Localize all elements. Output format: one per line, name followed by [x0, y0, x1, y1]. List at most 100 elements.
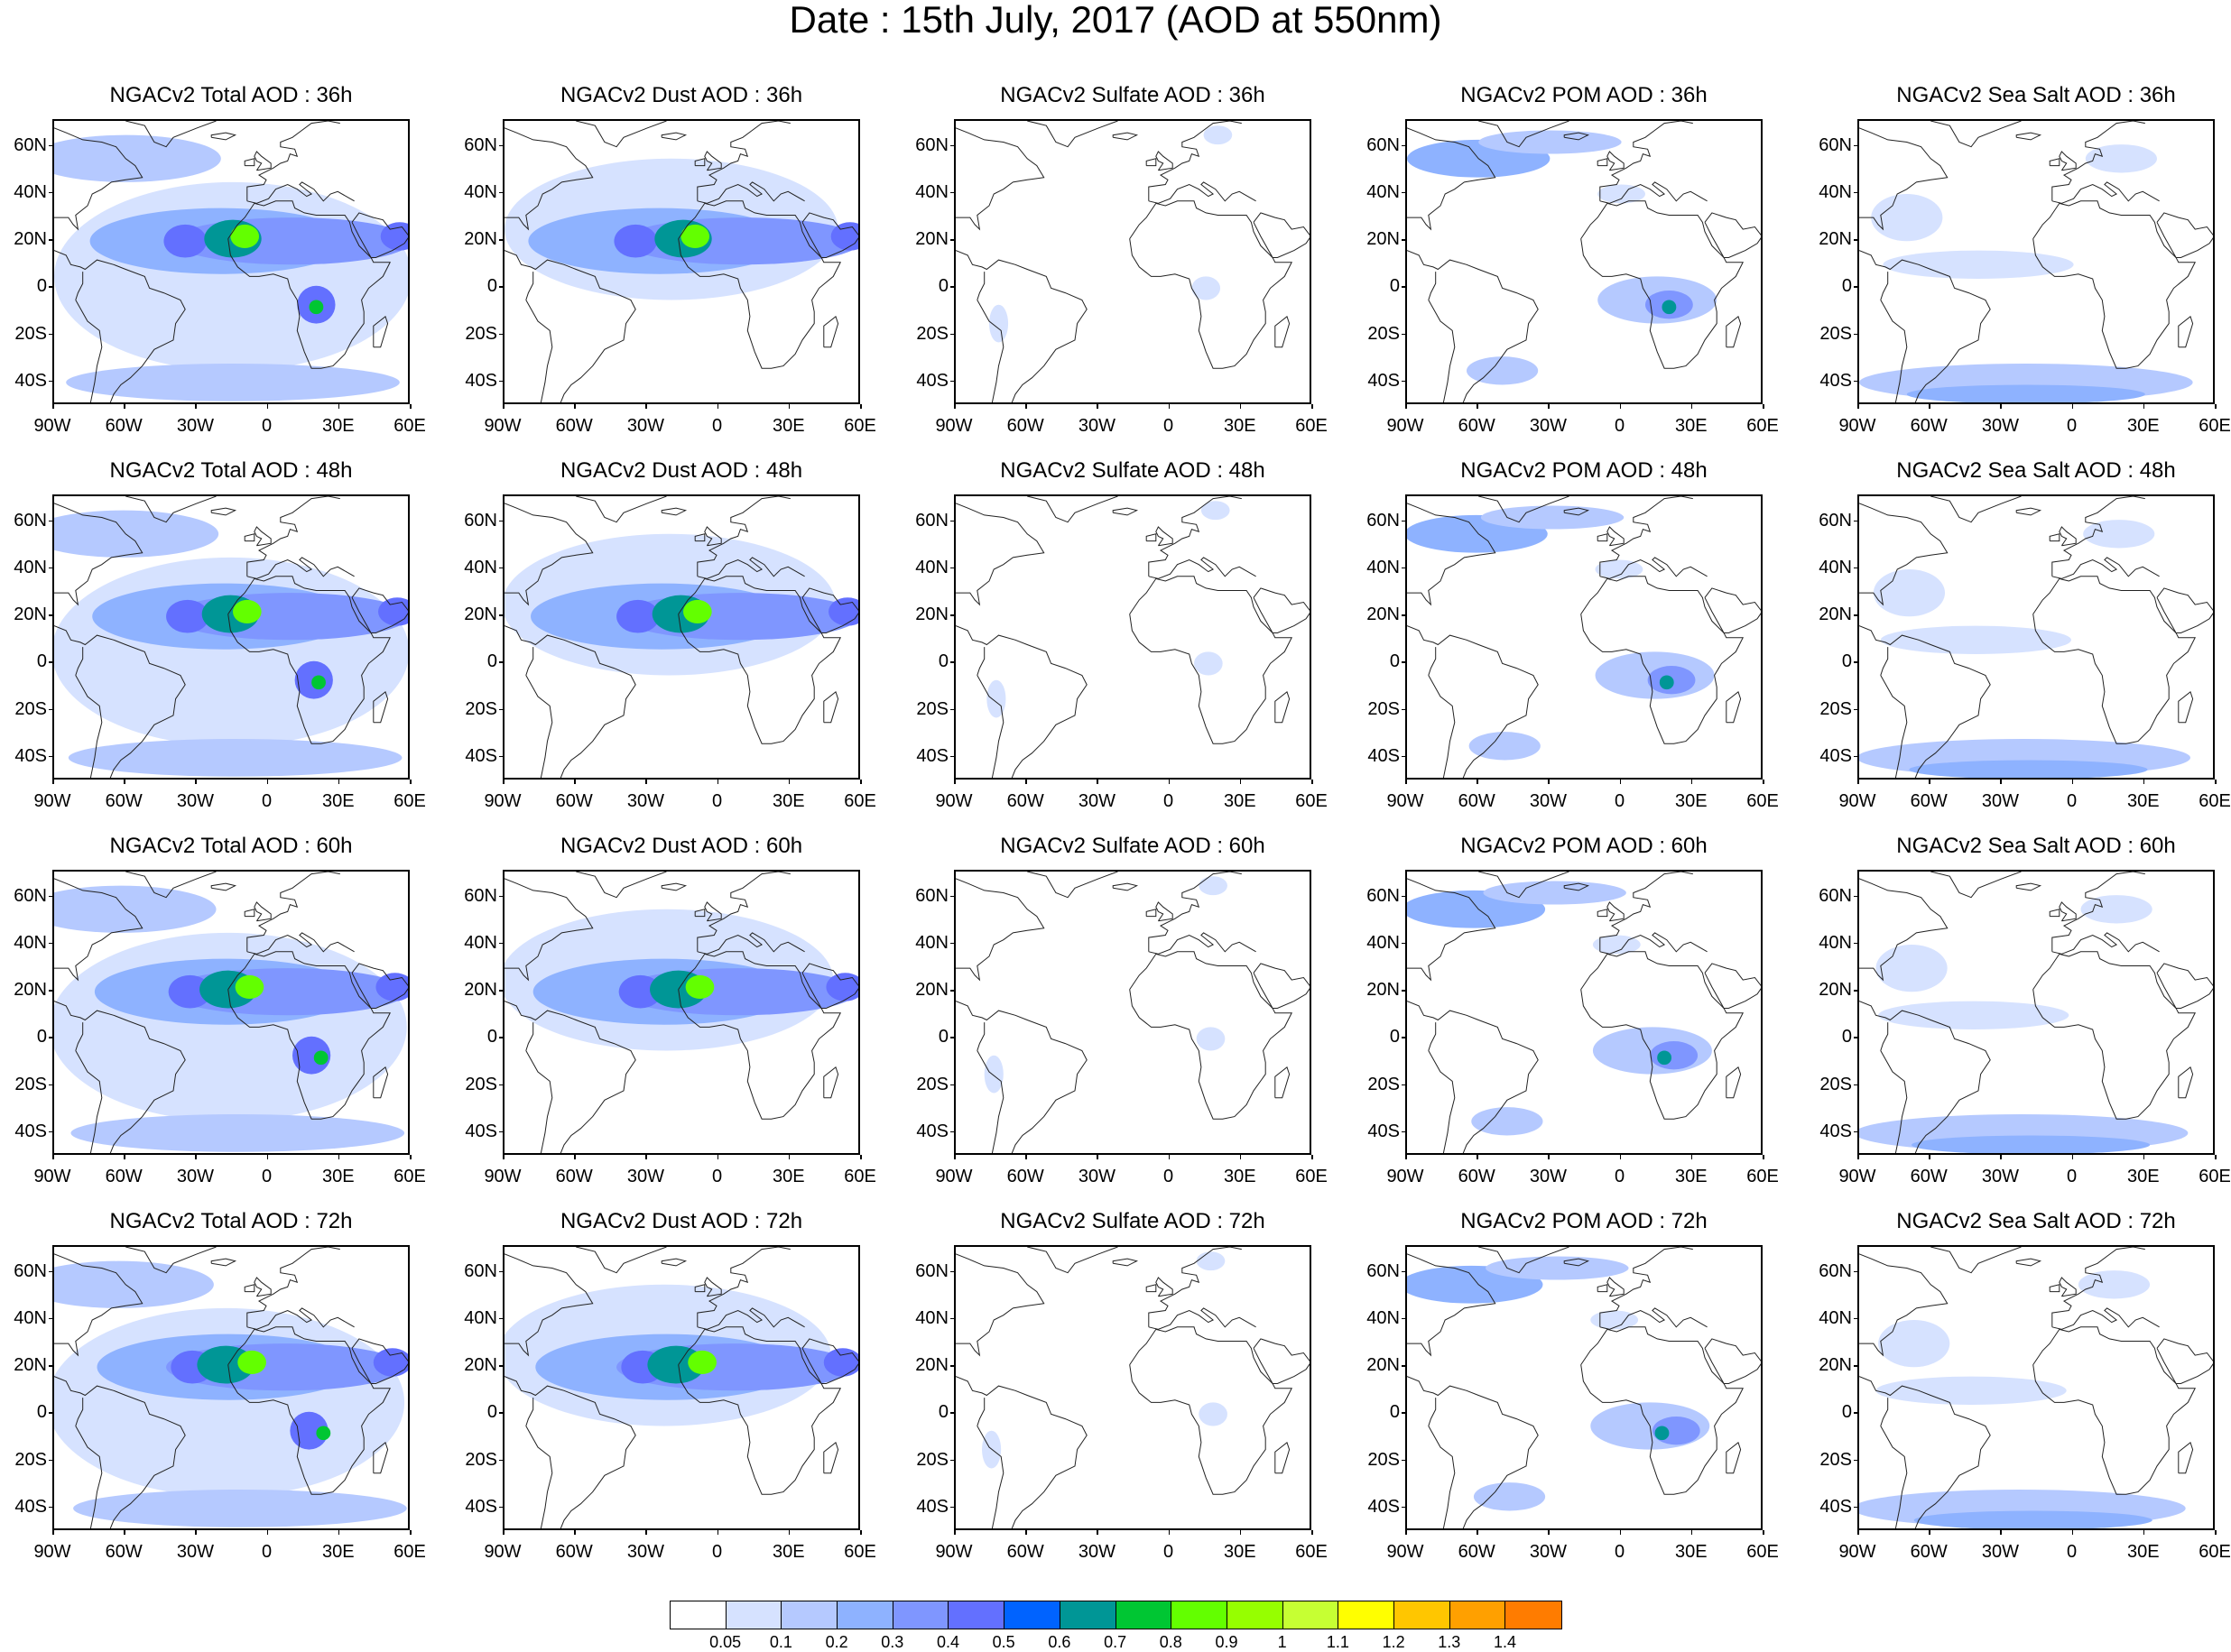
coastline	[227, 1326, 392, 1495]
lat-tick-label: 20N	[464, 605, 497, 625]
coastline	[505, 878, 594, 982]
lon-tick	[1405, 404, 1407, 409]
coastline	[525, 272, 534, 300]
lat-tick-label: 20S	[14, 1449, 47, 1470]
aod-contour	[1875, 944, 1948, 992]
map-area	[52, 494, 410, 780]
lon-tick-label: 60W	[1910, 1167, 1948, 1186]
coastline	[525, 1050, 553, 1153]
coastline	[1428, 1022, 1437, 1051]
lat-tick	[1854, 567, 1857, 569]
coastline	[525, 1426, 553, 1528]
coastline	[801, 587, 858, 633]
lon-tick	[2215, 780, 2217, 784]
lat-tick	[49, 755, 52, 758]
coastline	[1599, 557, 1708, 579]
lon-tick-label: 30W	[626, 416, 664, 436]
panel-title: NGACv2 Sulfate AOD : 72h	[1000, 1209, 1265, 1233]
lon-tick-label: 30W	[1529, 1167, 1567, 1186]
lat-tick	[1854, 755, 1857, 758]
lat-tick	[1402, 895, 1405, 898]
panel-title: NGACv2 Total AOD : 72h	[109, 1209, 353, 1233]
lon-tick	[574, 1530, 576, 1535]
coastline	[75, 675, 103, 778]
coastline	[678, 576, 842, 744]
lat-tick	[1402, 708, 1405, 711]
coastline	[244, 909, 255, 918]
aod-contour	[378, 597, 408, 626]
map-canvas	[1859, 1247, 2213, 1528]
coastline	[505, 250, 636, 402]
panel-title: NGACv2 Sulfate AOD : 36h	[1000, 83, 1265, 107]
lon-tick	[338, 1530, 340, 1535]
coastline	[1145, 533, 1157, 542]
coastline	[956, 127, 1045, 231]
coastline	[2032, 1326, 2197, 1495]
coastline	[1704, 212, 1761, 258]
coastline	[125, 496, 217, 523]
aod-contour	[237, 1350, 266, 1375]
lat-tick	[49, 1131, 52, 1133]
coastline	[704, 1277, 722, 1297]
lat-tick	[499, 1459, 503, 1462]
coastline	[956, 250, 1088, 402]
coastline	[2049, 533, 2060, 542]
lon-tick-label: 60E	[393, 1167, 426, 1186]
lon-tick	[52, 780, 54, 784]
colorbar-swatch	[1227, 1601, 1283, 1629]
map-canvas	[956, 872, 1310, 1153]
coastline	[1597, 909, 1608, 918]
coastline	[1027, 121, 1118, 148]
coastline	[2051, 1247, 2145, 1327]
coastline	[2178, 1066, 2194, 1099]
coastline	[956, 1001, 1088, 1153]
aod-contour	[1478, 130, 1622, 154]
lat-tick-label: 0	[486, 651, 497, 672]
lat-tick-label: 60N	[1819, 134, 1852, 155]
coastline	[2051, 181, 2160, 204]
lat-tick	[950, 333, 954, 336]
lat-tick-label: 60N	[1366, 1260, 1400, 1281]
coastline	[1112, 882, 1139, 891]
coastline	[956, 625, 1088, 778]
lon-tick-label: 60E	[1295, 1167, 1328, 1186]
aod-contour	[375, 973, 408, 1001]
aod-contour	[823, 1348, 858, 1377]
coastline	[75, 1426, 103, 1528]
lat-tick	[499, 520, 503, 522]
aod-contour	[230, 224, 260, 249]
lon-tick-label: 90W	[484, 416, 522, 436]
lon-tick-label: 60E	[1295, 791, 1328, 811]
lat-tick-label: 20N	[14, 1355, 47, 1376]
lat-tick-label: 40S	[1819, 1496, 1852, 1517]
lon-tick	[1477, 1530, 1478, 1535]
lat-tick	[49, 567, 52, 569]
aod-contour	[680, 224, 710, 249]
lat-tick-label: 40S	[1367, 370, 1400, 391]
lat-tick-label: 40S	[465, 370, 497, 391]
panel-title: NGACv2 Dust AOD : 72h	[560, 1209, 803, 1233]
lon-tick	[1548, 404, 1550, 409]
lat-tick-label: 40S	[465, 1496, 497, 1517]
lon-tick	[195, 1155, 197, 1159]
coastline	[2051, 496, 2145, 577]
coastline	[801, 212, 858, 258]
coastline	[1145, 909, 1157, 918]
coastline	[1253, 1338, 1310, 1384]
coastline	[2059, 151, 2077, 171]
lon-tick	[52, 1155, 54, 1159]
lat-tick	[950, 191, 954, 194]
lon-tick	[124, 404, 125, 409]
lon-tick	[788, 404, 791, 409]
lon-tick	[124, 1530, 125, 1535]
map-area	[1405, 1245, 1763, 1530]
aod-contour	[233, 599, 262, 624]
coastline	[244, 158, 255, 167]
lon-tick	[1857, 404, 1859, 409]
lat-tick-label: 60N	[1366, 134, 1400, 155]
coastline	[2032, 951, 2197, 1120]
coastline	[2032, 200, 2197, 369]
lat-tick	[1402, 1365, 1405, 1367]
lat-tick	[1402, 286, 1405, 288]
coastline	[1129, 1326, 1293, 1495]
